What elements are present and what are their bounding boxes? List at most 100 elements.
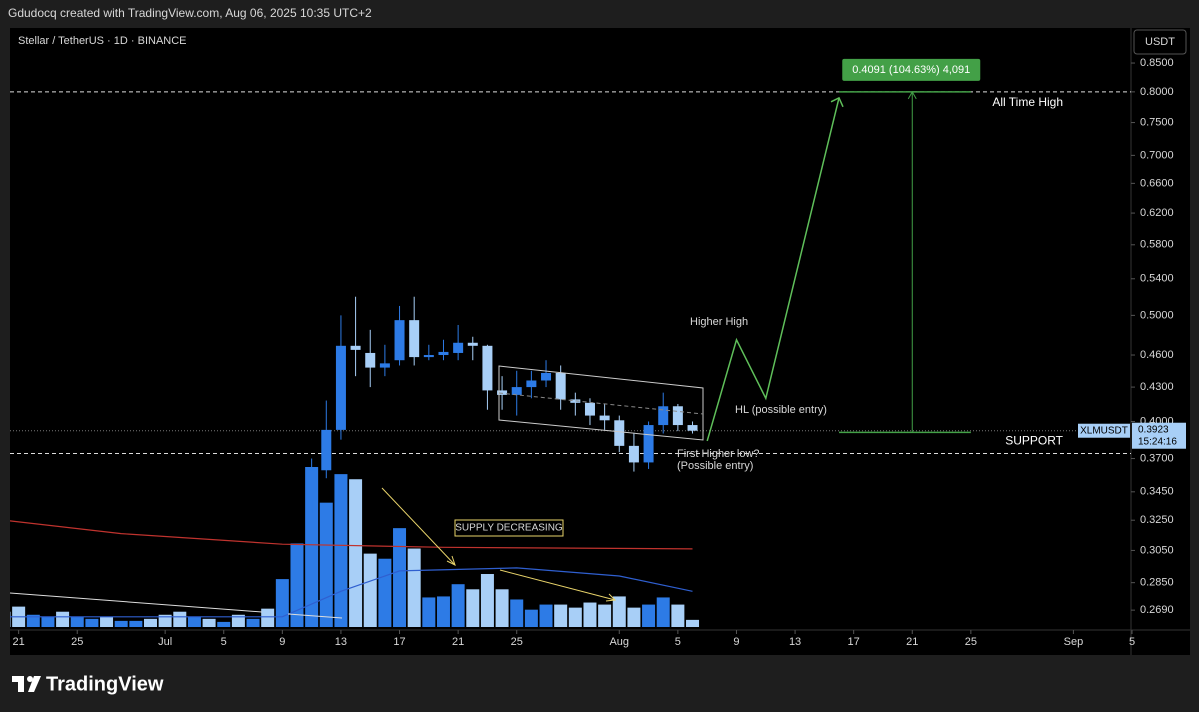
y-tick-label: 0.3250 [1140,514,1174,526]
annotation: Higher High [690,316,748,328]
supply-label: SUPPLY DECREASING [455,523,563,534]
candle-body [687,425,698,431]
x-tick-label: 5 [1129,636,1135,648]
chart-panel [10,28,1190,655]
y-tick-label: 0.3450 [1140,486,1174,498]
x-tick-label: 9 [733,636,739,648]
candle-body [394,320,405,361]
volume-bar [363,553,377,627]
volume-bar [480,574,494,627]
volume-bar [246,618,260,627]
currency-button[interactable] [1133,29,1187,55]
candle-body [306,470,317,501]
volume-ma [10,567,693,618]
volume-bar [143,618,157,627]
volume-bar [568,607,582,627]
candle-body [335,345,346,430]
y-tick-label: 0.6600 [1140,177,1174,189]
symbol-tag-label: XLMUSDT [1080,425,1128,436]
candle-body [467,342,478,346]
volume-bar [539,604,553,627]
price-tag [1132,422,1186,449]
candle-body [672,406,683,426]
x-tick-label: 5 [221,636,227,648]
volume-bar [583,602,597,627]
y-tick-label: 0.5400 [1140,273,1174,285]
countdown-label: 15:24:16 [1138,436,1177,447]
volume-bar [10,611,11,627]
volume-bar [524,609,538,627]
candle-body [453,342,464,353]
logo-part [18,676,24,692]
x-tick-label: 17 [393,636,405,648]
candle-body [541,372,552,381]
candle-body [438,351,449,356]
candle-body [423,355,434,358]
candle-body [379,363,390,368]
y-tick-label: 0.4300 [1140,381,1174,393]
candle-body [321,429,332,471]
arrow-head [446,555,456,566]
candle-body [497,390,508,395]
volume-bar [275,579,289,627]
y-tick-label: 0.8000 [1140,86,1174,98]
volume-bar [334,474,348,627]
volume-bar [26,614,40,627]
candle-body [584,402,595,416]
volume-bar [173,611,187,627]
channel-mid [498,392,704,415]
x-tick-label: 25 [71,636,83,648]
price-tag-label: 0.3923 [1138,424,1169,435]
symbol-tag [1078,423,1130,438]
logo-part [28,676,41,692]
arrow [499,569,616,601]
volume-bar [70,616,84,627]
x-tick-label: 25 [965,636,977,648]
volume-bar [598,604,612,627]
candle-body [409,320,420,358]
candle-body [570,399,581,403]
y-tick-label: 0.5800 [1140,239,1174,251]
measure-arrow [907,90,917,100]
volume-bar [349,479,363,627]
volume-bar [261,608,275,627]
candle-body [628,445,639,463]
volume-bar [393,528,407,627]
candle-body [614,420,625,446]
candle-body [482,345,493,391]
measure-label: 0.4091 (104.63%) 4,091 [852,64,970,76]
credit: Gdudocq created with TradingView.com, Au… [8,6,372,20]
volume-bar [41,616,55,627]
x-tick-label: 13 [335,636,347,648]
volume-bar [554,604,568,627]
y-tick-label: 0.2690 [1140,604,1174,616]
volume-bar [290,543,304,627]
volume-bar [656,597,670,627]
projection-arrow-head [830,96,844,108]
x-tick-label: Jul [158,636,172,648]
volume-bar [231,614,245,627]
volume-bar [158,614,172,627]
volume-bar [100,616,114,627]
arrow [381,487,456,566]
measure-label-box [842,58,981,81]
trend-line [287,613,343,619]
y-tick-label: 0.8500 [1140,57,1174,69]
volume-bar [202,618,216,627]
currency[interactable]: USDT [1145,36,1175,48]
volume-bar [305,467,319,627]
x-tick-label: Sep [1064,636,1084,648]
volume-bar [422,597,436,627]
arrow-head [605,593,617,602]
candle-body [350,345,361,350]
volume-bar [407,548,421,627]
y-tick-label: 0.4600 [1140,349,1174,361]
volume-bar [56,611,70,627]
volume-bar [627,607,641,627]
y-tick-label: 0.7500 [1140,116,1174,128]
x-tick-label: 21 [906,636,918,648]
logo-part [27,676,33,682]
volume-bar [671,604,685,627]
candle-body [599,415,610,421]
